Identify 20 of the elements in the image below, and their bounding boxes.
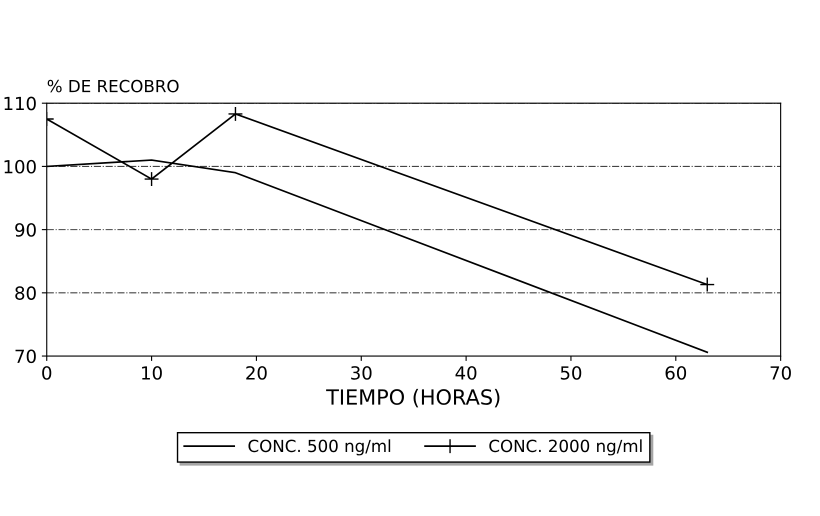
legend-label: CONC. 2000 ng/ml xyxy=(489,439,642,456)
legend-label: CONC. 500 ng/ml xyxy=(248,439,390,456)
y-tick-label: 110 xyxy=(4,96,36,110)
x-axis-title: TIEMPO (HORAS) xyxy=(326,388,500,408)
x-tick-label: 50 xyxy=(560,366,582,380)
x-tick-label: 30 xyxy=(351,366,372,380)
y-tick-label: 70 xyxy=(16,350,36,364)
point xyxy=(144,171,160,187)
x-tick-label: 40 xyxy=(456,366,476,380)
point xyxy=(700,276,715,292)
x-tick-label: 0 xyxy=(42,366,52,380)
y-tick-label: 80 xyxy=(15,286,36,300)
x-tick-label: 70 xyxy=(770,366,791,380)
y-axis-title: % DE RECOBRO xyxy=(48,80,179,92)
point xyxy=(228,106,244,122)
y-tick-label: 100 xyxy=(4,160,36,174)
x-tick-label: 20 xyxy=(246,366,267,380)
x-tick-label: 10 xyxy=(142,366,162,380)
x-tick-label: 60 xyxy=(666,366,686,380)
y-tick-label: 90 xyxy=(15,223,36,237)
